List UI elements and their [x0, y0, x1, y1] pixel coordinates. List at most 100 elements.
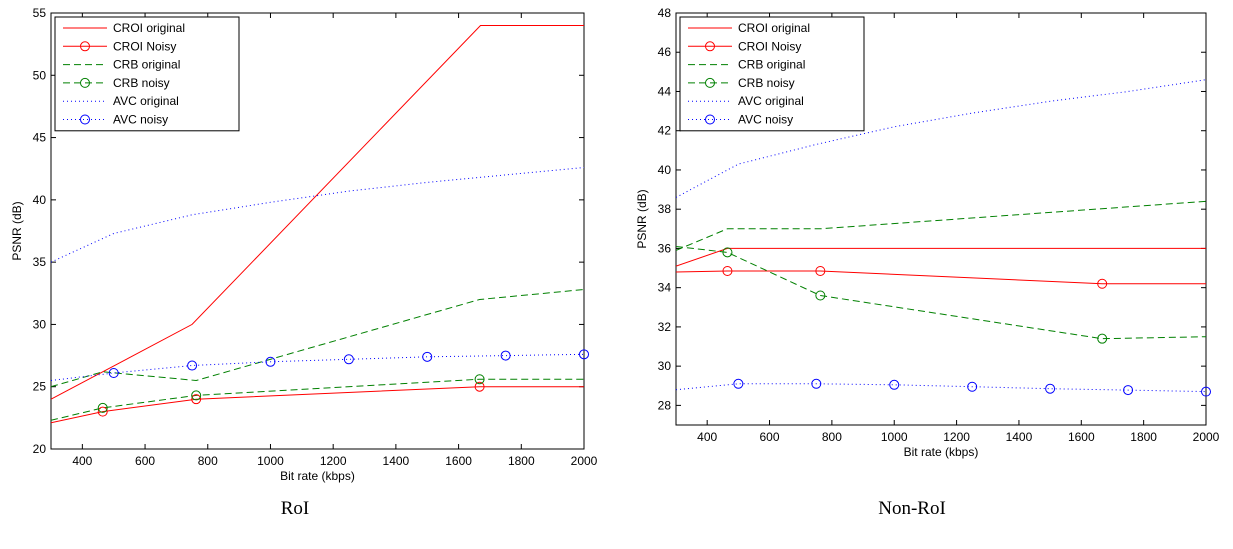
y-tick-label: 25: [33, 380, 47, 394]
y-axis-label: PSNR (dB): [635, 189, 649, 248]
marker-croi-noisy: [97, 406, 108, 417]
x-axis-label: Bit rate (kbps): [280, 469, 355, 483]
series-line-crb-original: [676, 200, 1206, 251]
y-tick-label: 32: [658, 320, 672, 334]
marker-croi-noisy: [1097, 278, 1108, 289]
axes-box: [50, 12, 585, 450]
marker-crb-noisy: [722, 247, 733, 258]
axes-box: [675, 12, 1207, 426]
legend-marker-crb-noisy: [705, 77, 715, 88]
series-line-avc-original: [676, 79, 1206, 198]
marker-crb-noisy: [815, 290, 826, 301]
legend-label-crb-noisy: CRB noisy: [738, 76, 795, 90]
marker-avc-noisy: [343, 354, 354, 365]
y-tick-label: 36: [658, 241, 672, 255]
marker-avc-noisy: [733, 378, 744, 389]
legend-label-avc-original: AVC original: [113, 94, 179, 108]
y-tick-label: 42: [658, 124, 672, 138]
x-tick-label: 1800: [1130, 430, 1157, 444]
series-line-avc-original: [51, 167, 584, 263]
legend-label-crb-noisy: CRB noisy: [113, 76, 170, 90]
series-line-crb-noisy: [51, 378, 584, 421]
marker-avc-noisy: [1045, 383, 1056, 394]
marker-avc-noisy: [579, 349, 589, 360]
legend-label-croi-original: CROI original: [738, 21, 810, 35]
legend-label-crb-original: CRB original: [113, 58, 180, 72]
chart-roi: 400 600 800 1000 1200 1400 1600 1800 2000 20 25 30 3…: [10, 6, 598, 483]
series-line-croi-noisy: [51, 386, 584, 424]
legend-label-avc-noisy: AVC noisy: [113, 113, 168, 127]
y-tick-label: 30: [33, 317, 47, 331]
x-tick-label: 400: [697, 430, 717, 444]
y-axis-label: PSNR (dB): [10, 201, 24, 260]
marker-avc-noisy: [108, 368, 119, 379]
plot-area: [676, 79, 1206, 393]
legend-marker-crb-noisy: [80, 77, 90, 88]
legend-label-avc-noisy: AVC noisy: [738, 113, 793, 127]
x-tick-label: 1800: [508, 454, 535, 468]
marker-croi-noisy: [474, 381, 485, 392]
x-tick-label: 1000: [257, 454, 284, 468]
legend-label-croi-noisy: CROI Noisy: [113, 39, 176, 53]
x-tick-label: 1600: [445, 454, 472, 468]
series-line-avc-noisy: [676, 383, 1206, 393]
x-tick-label: 600: [135, 454, 155, 468]
y-tick-label: 48: [658, 6, 672, 20]
y-tick-label: 30: [658, 359, 672, 373]
y-tick-label: 40: [33, 193, 47, 207]
marker-crb-noisy: [474, 374, 485, 385]
marker-croi-noisy: [815, 265, 826, 276]
y-tick-label: 35: [33, 255, 47, 269]
x-tick-label: 2000: [1193, 430, 1220, 444]
x-axis-label: Bit rate (kbps): [904, 445, 979, 459]
marker-crb-noisy: [1097, 333, 1108, 344]
marker-avc-noisy: [187, 360, 198, 371]
marker-avc-noisy: [1123, 385, 1134, 396]
legend-label-croi-original: CROI original: [113, 21, 185, 35]
caption-roi: RoI: [280, 498, 310, 519]
series-line-crb-original: [51, 289, 584, 388]
marker-avc-noisy: [811, 378, 822, 389]
caption-non-roi: Non-RoI: [878, 498, 946, 519]
x-tick-label: 1400: [383, 454, 410, 468]
legend-label-crb-original: CRB original: [738, 58, 805, 72]
legend-label-croi-noisy: CROI Noisy: [738, 39, 801, 53]
legend-marker-croi-noisy: [705, 41, 715, 52]
y-tick-label: 44: [658, 84, 672, 98]
series-line-crb-noisy: [676, 246, 1206, 340]
marker-avc-noisy: [889, 379, 900, 390]
x-tick-label: 1200: [320, 454, 347, 468]
legend-marker-avc-noisy: [705, 114, 715, 125]
legend: [54, 16, 240, 132]
series-line-croi-noisy: [676, 270, 1206, 285]
y-tick-label: 28: [658, 398, 672, 412]
y-tick-label: 46: [658, 45, 672, 59]
x-tick-label: 400: [72, 454, 92, 468]
x-tick-label: 800: [198, 454, 218, 468]
x-tick-label: 800: [822, 430, 842, 444]
y-tick-label: 50: [33, 68, 47, 82]
plot-area: [51, 25, 584, 424]
marker-croi-noisy: [191, 394, 202, 405]
x-tick-label: 1200: [943, 430, 970, 444]
y-tick-label: 40: [658, 163, 672, 177]
marker-croi-noisy: [722, 265, 733, 276]
series-line-croi-original: [51, 25, 584, 400]
marker-avc-noisy: [967, 381, 978, 392]
marker-avc-noisy: [500, 350, 511, 361]
series-line-croi-original: [676, 247, 1206, 267]
y-tick-label: 34: [658, 281, 672, 295]
chart-non-roi: 400 600 800 1000 1200 1400 1600 1800 2000 28 30 32 3…: [635, 6, 1220, 459]
x-tick-label: 1000: [881, 430, 908, 444]
marker-crb-noisy: [97, 402, 108, 413]
x-tick-label: 1600: [1068, 430, 1095, 444]
y-tick-label: 38: [658, 202, 672, 216]
y-tick-label: 45: [33, 131, 47, 145]
marker-avc-noisy: [265, 356, 276, 367]
marker-avc-noisy: [422, 351, 433, 362]
y-tick-label: 20: [33, 442, 47, 456]
marker-avc-noisy: [1201, 386, 1211, 397]
x-tick-label: 600: [760, 430, 780, 444]
legend: [679, 16, 865, 132]
